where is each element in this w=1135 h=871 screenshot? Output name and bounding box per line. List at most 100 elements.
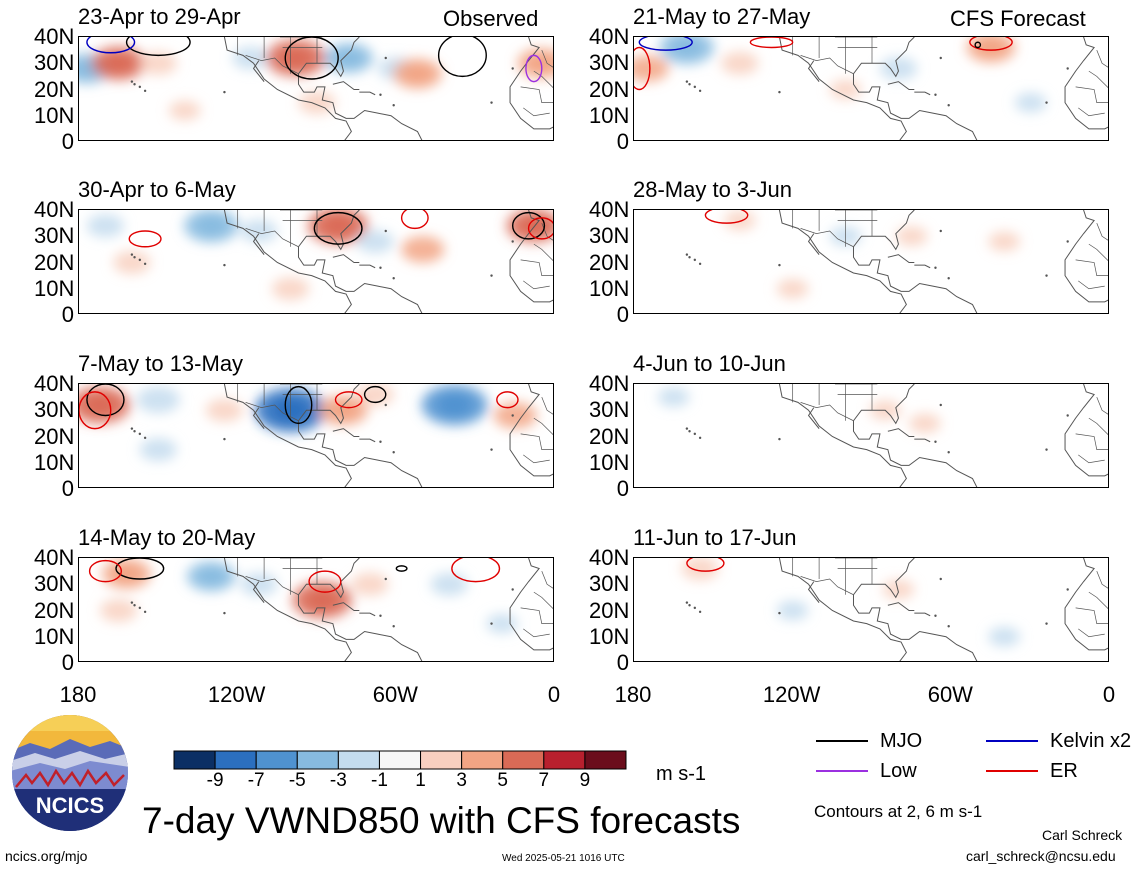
island (939, 577, 942, 581)
colorbar-tick-label: 5 (497, 770, 508, 791)
island (934, 440, 937, 443)
coastline (359, 91, 376, 96)
island (511, 414, 514, 417)
anomaly-core (279, 47, 313, 69)
island (947, 277, 950, 280)
map-panel (633, 557, 1109, 662)
anomaly-patch (86, 214, 125, 238)
observed-tag: Observed (443, 6, 539, 31)
coastline (807, 581, 820, 603)
island (223, 611, 226, 615)
contour-er (128, 230, 162, 248)
colorbar-tick-label: -9 (206, 770, 224, 791)
lat-label: 10N (589, 102, 630, 128)
island (130, 80, 134, 83)
lon-label: 0 (1102, 682, 1116, 707)
coastline (852, 420, 978, 487)
anomaly-patch (1014, 92, 1047, 113)
island (685, 253, 689, 256)
anomaly-patch (240, 572, 278, 596)
map-panel (633, 36, 1109, 141)
lat-label: 20N (34, 597, 75, 623)
main-title: 7-day VWND850 with CFS forecasts (142, 800, 741, 841)
coastline (807, 233, 820, 255)
map-panel (78, 209, 554, 314)
anomaly-patch (139, 438, 178, 462)
island (947, 451, 950, 454)
island (379, 614, 382, 617)
lat-label: 20N (34, 249, 75, 275)
panel-title: 21-May to 27-May (633, 4, 811, 29)
lat-label: 30N (34, 571, 75, 597)
contour-er (88, 559, 123, 583)
colorbar-tick-label: 7 (538, 770, 550, 791)
island (934, 266, 937, 269)
island (934, 93, 937, 96)
lon-label: 180 (614, 682, 652, 707)
coastline (509, 384, 553, 477)
border-line (520, 433, 553, 450)
legend-label: Low (880, 760, 917, 782)
anomaly-core (330, 401, 357, 419)
legend-line (816, 770, 868, 772)
island (384, 577, 387, 581)
anomaly-patch (113, 250, 151, 275)
anomaly-core (83, 394, 117, 416)
map-panel (633, 209, 1109, 314)
contour-er (686, 558, 725, 572)
anomaly-patch (776, 278, 809, 299)
anomaly-core (404, 65, 431, 83)
anomaly-patch (723, 210, 756, 231)
anomaly-patch (351, 572, 389, 596)
anomaly-patch (909, 413, 941, 434)
contour-mjo (974, 41, 982, 49)
contour-mjo (395, 565, 408, 572)
border-line (541, 49, 553, 68)
island (693, 85, 697, 89)
anomaly-core (436, 393, 473, 417)
border-line (541, 570, 553, 589)
contour-mjo (313, 211, 363, 245)
anomaly-patch (493, 402, 537, 429)
island (379, 440, 382, 443)
map-panel (78, 36, 554, 141)
island (688, 430, 691, 433)
contour-er (634, 46, 651, 91)
border-line (1088, 243, 1108, 262)
lat-label: 20N (589, 597, 630, 623)
anomaly-patch (634, 55, 669, 82)
border-line (800, 55, 854, 75)
map-panel (78, 557, 554, 662)
border-line (533, 243, 553, 262)
anomaly-patch (232, 46, 270, 70)
anomaly-core (306, 589, 339, 611)
coastline (298, 210, 360, 251)
lat-label: 40N (34, 371, 75, 396)
contour-er (451, 558, 501, 583)
island (685, 601, 689, 604)
anomaly-patch (657, 387, 690, 407)
lon-label: 0 (547, 682, 561, 707)
island (223, 437, 226, 441)
lon-label: 180 (59, 682, 97, 707)
footer-author: Carl Schreck (1042, 827, 1123, 843)
island (130, 253, 134, 256)
island (947, 625, 950, 628)
contour-er (334, 391, 363, 409)
island (698, 262, 702, 266)
island (143, 89, 147, 93)
coastline (852, 246, 978, 313)
border-line (1088, 70, 1108, 89)
lat-label: 40N (589, 197, 630, 222)
anomaly-patch (205, 398, 244, 422)
logo-text: NCICS (36, 793, 104, 818)
island (392, 625, 395, 628)
lat-label: 40N (589, 371, 630, 396)
coastline (887, 81, 915, 90)
colorbar-tick-label: -5 (288, 770, 306, 791)
footer-url: ncics.org/mjo (5, 848, 88, 864)
lat-label: 40N (34, 24, 75, 49)
island (1066, 588, 1069, 591)
coastline (223, 384, 352, 487)
contour-er (704, 210, 749, 224)
